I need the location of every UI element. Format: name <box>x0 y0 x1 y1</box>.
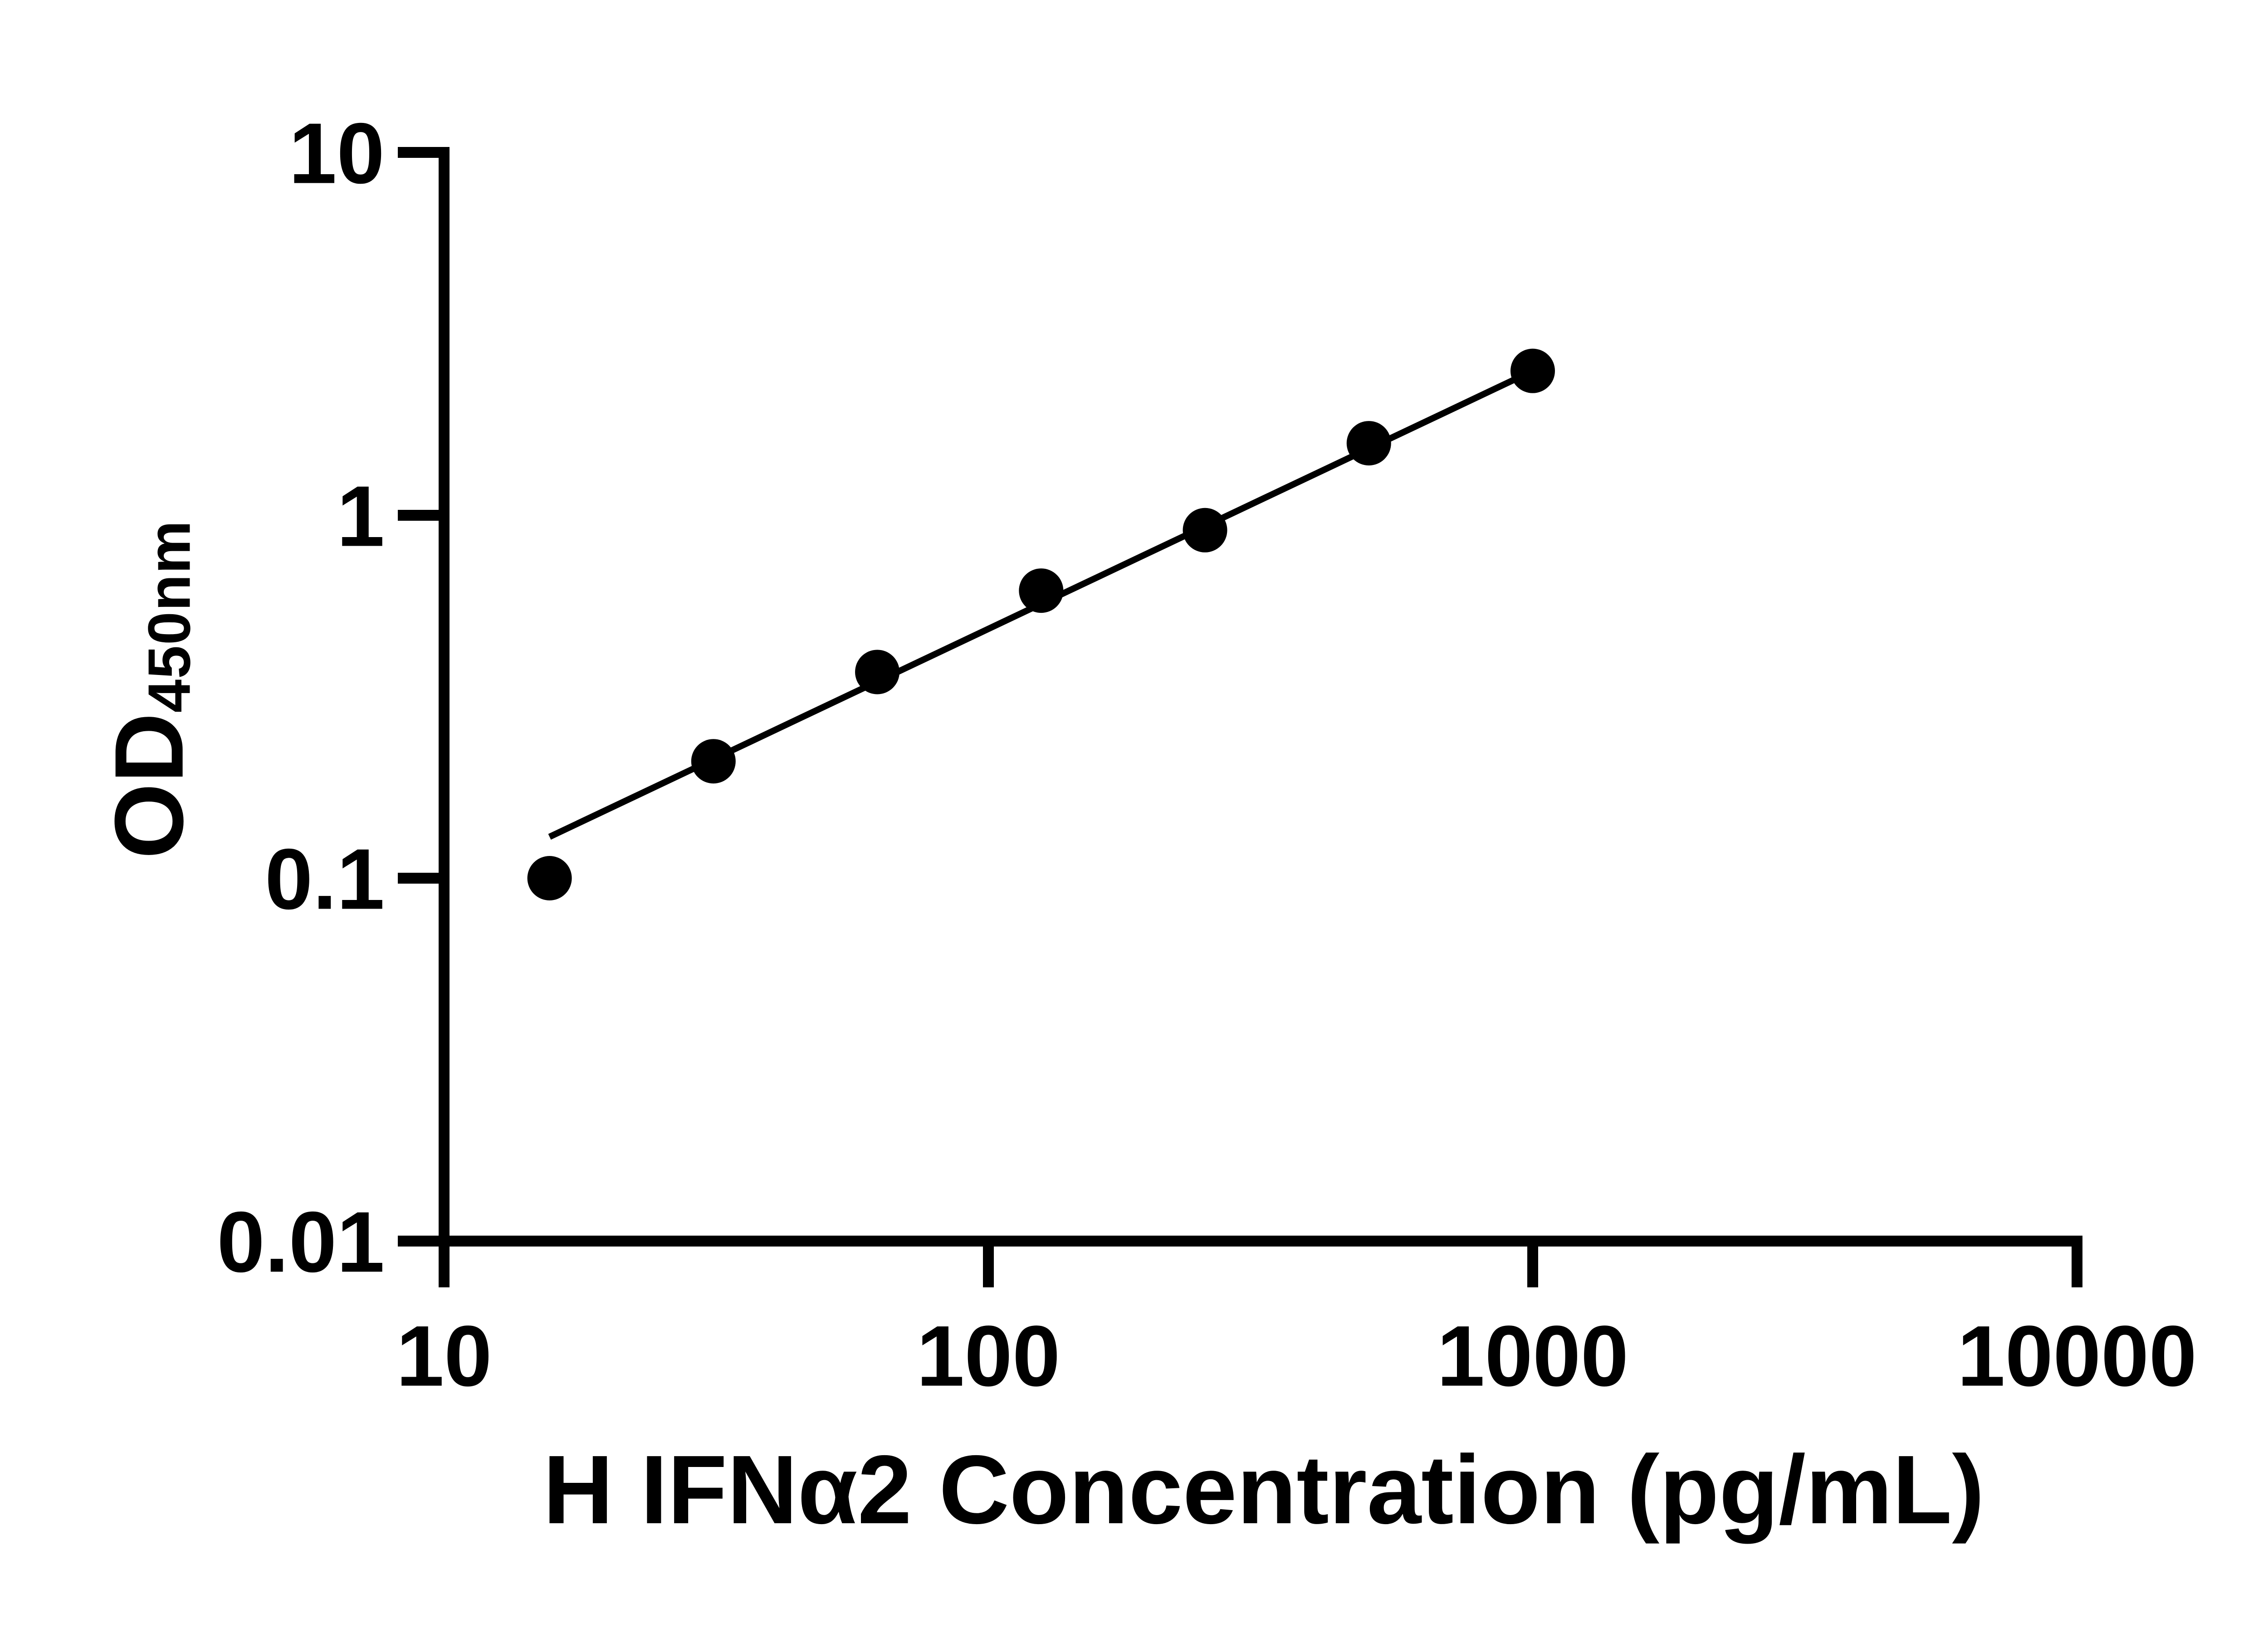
y-axis-tick-label-10: 10 <box>289 105 385 201</box>
data-point-2 <box>691 739 736 784</box>
y-axis-title: OD450nm <box>94 520 204 859</box>
x-axis-tick-label-1000: 1000 <box>1437 1308 1629 1404</box>
x-axis-title: H IFNα2 Concentration (pg/mL) <box>543 1435 1984 1544</box>
data-point-3 <box>855 650 900 694</box>
data-point-1 <box>527 856 572 900</box>
y-axis-title-subscript: 450nm <box>136 520 203 713</box>
y-axis-tick-label-0.01: 0.01 <box>217 1194 385 1290</box>
data-point-7 <box>1510 348 1555 393</box>
x-axis-tick-label-100: 100 <box>916 1308 1060 1404</box>
data-point-5 <box>1183 508 1227 552</box>
x-axis-tick-label-10: 10 <box>396 1308 492 1404</box>
data-point-6 <box>1346 421 1391 466</box>
x-axis-tick-label-10000: 10000 <box>1957 1308 2197 1404</box>
y-axis-tick-label-1: 1 <box>337 468 385 564</box>
y-axis-title-main: OD <box>94 713 204 859</box>
data-point-4 <box>1019 568 1064 613</box>
y-axis-tick-label-0.1: 0.1 <box>265 831 385 927</box>
